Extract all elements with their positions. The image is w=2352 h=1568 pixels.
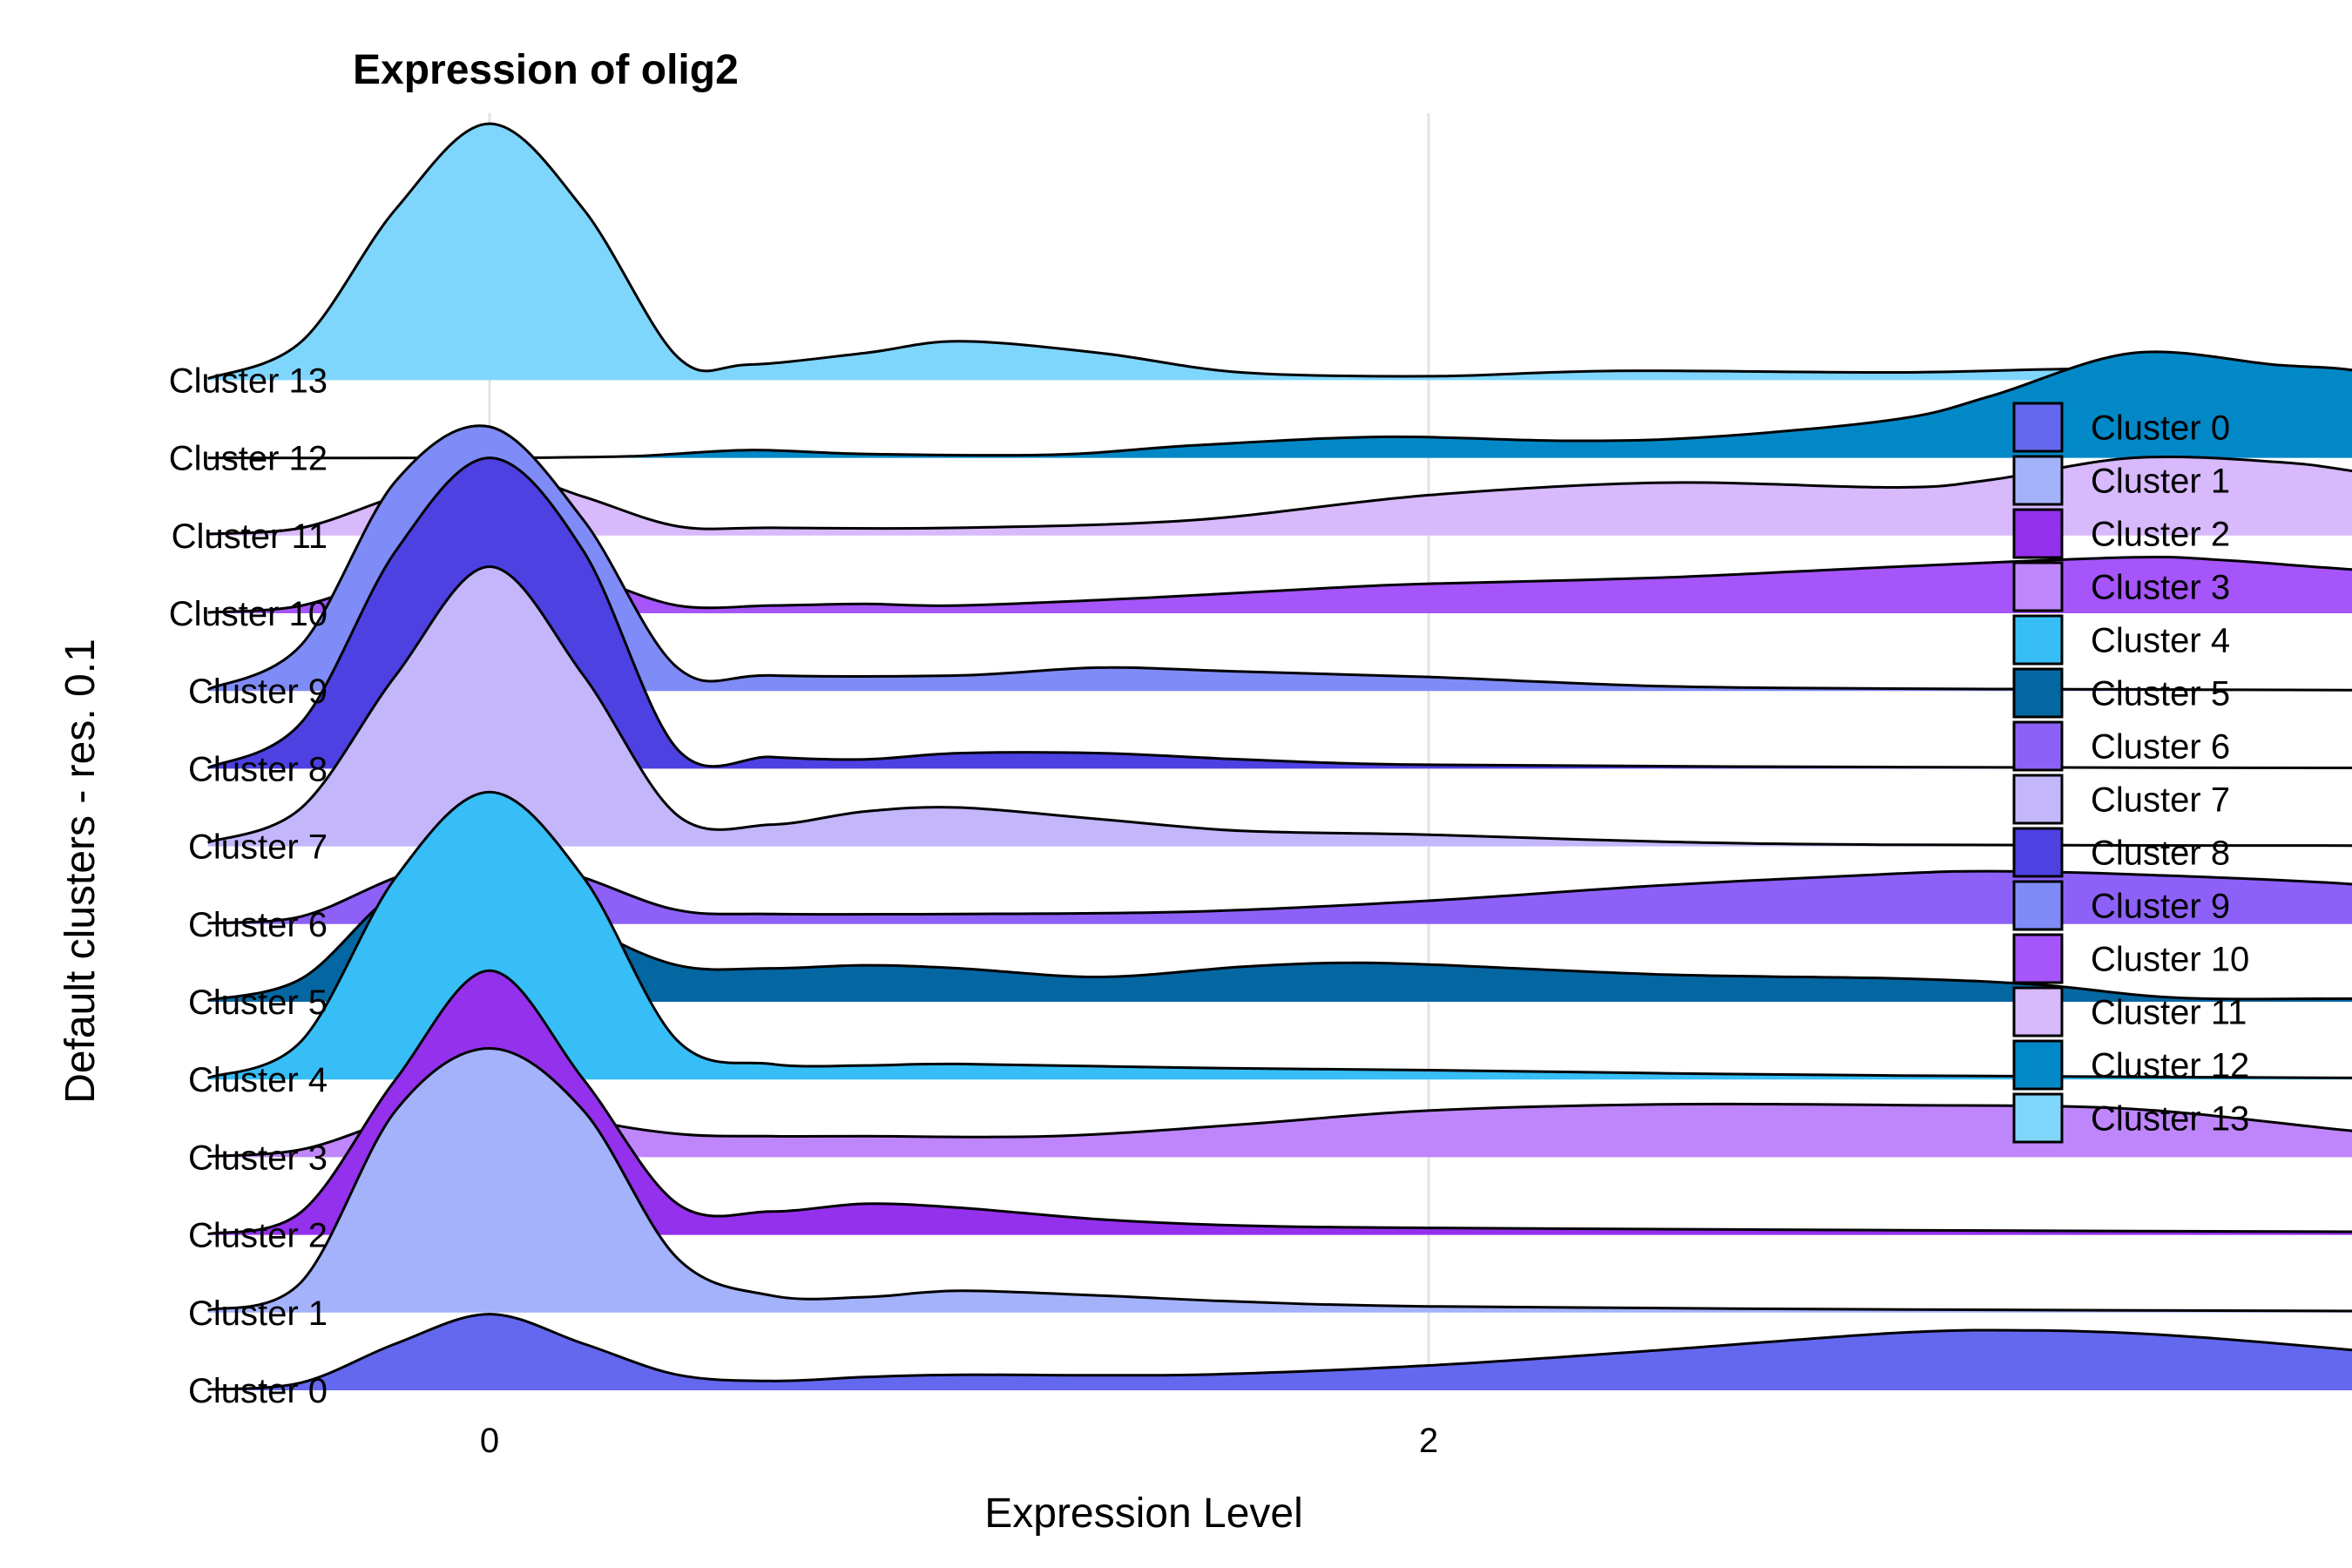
legend-swatch	[2012, 986, 2064, 1037]
legend-label: Cluster 1	[2091, 463, 2230, 501]
ridge-outline	[207, 1046, 2352, 1313]
legend-item: Cluster 12	[2012, 1039, 2249, 1091]
legend-swatch	[2012, 508, 2064, 559]
y-tick-label: Cluster 12	[169, 440, 328, 478]
legend-item: Cluster 7	[2012, 774, 2230, 825]
legend-item: Cluster 9	[2012, 880, 2230, 931]
y-tick-label: Cluster 1	[188, 1294, 328, 1333]
legend-label: Cluster 8	[2091, 835, 2230, 873]
y-tick-label: Cluster 10	[169, 595, 328, 633]
ridge-fill	[207, 456, 2352, 536]
legend-swatch	[2012, 614, 2064, 666]
y-tick-label: Cluster 13	[169, 362, 328, 400]
legend-label: Cluster 6	[2091, 728, 2230, 767]
y-tick-label: Cluster 3	[188, 1139, 328, 1177]
ridge-outline	[207, 790, 2352, 1079]
legend-item: Cluster 8	[2012, 827, 2230, 878]
ridge-cluster-13	[207, 122, 2352, 381]
ridge-cluster-11	[207, 455, 2352, 536]
ridge-outline	[207, 122, 2352, 381]
ridge-outline	[207, 350, 2352, 460]
y-tick-label: Cluster 11	[172, 517, 328, 556]
legend-item: Cluster 11	[2012, 986, 2247, 1037]
legend-item: Cluster 13	[2012, 1092, 2249, 1144]
ridge-cluster-1	[207, 1046, 2352, 1313]
legend-swatch	[2012, 561, 2064, 612]
ridge-outline	[207, 455, 2352, 536]
y-tick-label: Cluster 7	[188, 828, 328, 867]
ridges	[206, 122, 2352, 1391]
legend-label: Cluster 3	[2091, 569, 2230, 607]
x-axis-label: Expression Level	[984, 1490, 1303, 1537]
y-tick-label: Cluster 4	[188, 1061, 328, 1099]
ridge-cluster-7	[207, 564, 2352, 848]
legend-label: Cluster 11	[2091, 994, 2247, 1032]
x-tick-label: 0	[480, 1422, 499, 1460]
legend-swatch	[2012, 1039, 2064, 1091]
legend-label: Cluster 0	[2091, 409, 2230, 448]
legend-swatch	[2012, 402, 2064, 453]
grid-lines	[488, 113, 1430, 1390]
chart-title: Expression of olig2	[353, 47, 739, 93]
y-tick-label: Cluster 9	[188, 672, 328, 711]
y-tick-label: Cluster 0	[188, 1372, 328, 1410]
legend-item: Cluster 0	[2012, 402, 2230, 453]
y-tick-label: Cluster 2	[188, 1217, 328, 1255]
x-tick-labels: 0246	[480, 1422, 1438, 1460]
legend-item: Cluster 3	[2012, 561, 2230, 612]
y-axis-label: Default clusters - res. 0.1	[57, 639, 104, 1104]
legend: Cluster 0 Cluster 1 Cluster 2 Cluster 3 Clus…	[2012, 402, 2249, 1144]
y-tick-label: Cluster 5	[188, 983, 328, 1022]
ridge-outline	[207, 969, 2352, 1236]
legend-label: Cluster 4	[2091, 622, 2230, 660]
legend-swatch	[2012, 1092, 2064, 1144]
y-tick-labels: Cluster 0 Cluster 1 Cluster 2 Cluster 3 Clus…	[169, 362, 328, 1410]
legend-swatch	[2012, 455, 2064, 506]
legend-label: Cluster 13	[2091, 1100, 2249, 1139]
ridge-outline	[207, 564, 2352, 848]
legend-swatch	[2012, 720, 2064, 772]
legend-swatch	[2012, 827, 2064, 878]
ridge-fill	[207, 566, 2352, 847]
legend-label: Cluster 2	[2091, 516, 2230, 554]
legend-swatch	[2012, 667, 2064, 719]
legend-label: Cluster 7	[2091, 781, 2230, 820]
ridge-fill	[207, 124, 2352, 381]
ridge-outline	[206, 456, 2352, 769]
legend-item: Cluster 10	[2012, 933, 2249, 984]
legend-item: Cluster 5	[2012, 667, 2230, 719]
legend-item: Cluster 4	[2012, 614, 2230, 666]
ridge-outline	[206, 424, 2352, 692]
ridge-outline	[207, 1313, 2352, 1391]
ridge-cluster-0	[207, 1313, 2352, 1391]
x-tick-label: 2	[1419, 1422, 1438, 1460]
y-tick-label: Cluster 6	[188, 906, 328, 944]
legend-label: Cluster 12	[2091, 1047, 2249, 1085]
legend-swatch	[2012, 774, 2064, 825]
legend-item: Cluster 2	[2012, 508, 2230, 559]
ridge-fill	[207, 1048, 2352, 1313]
y-tick-label: Cluster 8	[188, 750, 328, 788]
legend-swatch	[2012, 880, 2064, 931]
ridge-fill	[207, 351, 2352, 458]
legend-label: Cluster 9	[2091, 888, 2230, 926]
legend-swatch	[2012, 933, 2064, 984]
legend-item: Cluster 6	[2012, 720, 2230, 772]
legend-item: Cluster 1	[2012, 455, 2230, 506]
legend-label: Cluster 5	[2091, 675, 2230, 713]
ridge-fill	[207, 547, 2352, 613]
ridge-cluster-12	[207, 350, 2352, 460]
legend-label: Cluster 10	[2091, 941, 2249, 979]
ridge-fill	[207, 848, 2352, 924]
ridge-fill	[207, 1314, 2352, 1390]
